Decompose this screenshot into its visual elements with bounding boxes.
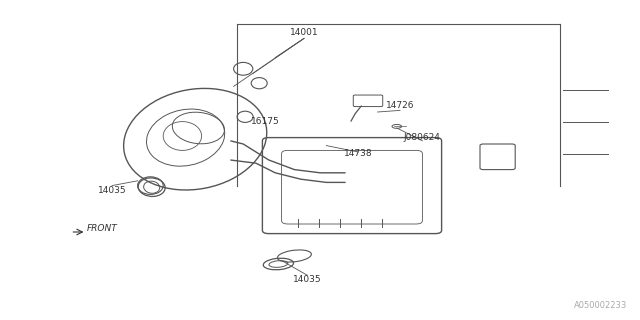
Text: A050002233: A050002233: [574, 301, 627, 310]
Text: 14035: 14035: [98, 186, 126, 195]
Text: 14726: 14726: [386, 101, 414, 110]
Text: 14001: 14001: [290, 28, 318, 36]
Text: 16175: 16175: [252, 117, 280, 126]
Text: 14738: 14738: [344, 149, 372, 158]
Text: FRONT: FRONT: [86, 224, 117, 233]
Text: 14035: 14035: [293, 276, 321, 284]
Text: J080624: J080624: [404, 133, 441, 142]
